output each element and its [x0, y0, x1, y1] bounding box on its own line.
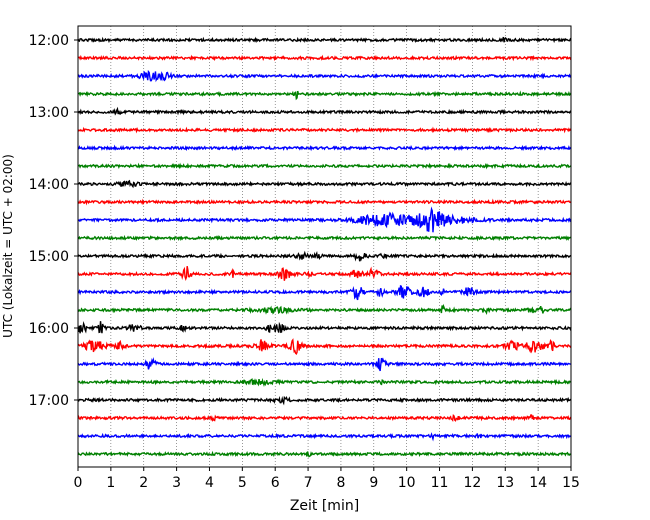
x-tick-label: 7 — [304, 475, 313, 491]
x-tick-label: 9 — [369, 475, 378, 491]
trace-row-16 — [77, 320, 572, 334]
trace-row-11 — [77, 234, 572, 242]
trace-row-9 — [77, 198, 572, 206]
x-tick-label: 1 — [106, 475, 115, 491]
x-tick-label: 12 — [463, 475, 481, 491]
trace-row-3 — [77, 90, 572, 101]
trace-row-12 — [77, 250, 572, 262]
tick-marks: 0 1 2 3 4 5 6 7 8 9 10 11 12 13 14 1512:0013:0014:0015:… — [29, 33, 580, 491]
y-tick-label: 16:00 — [29, 321, 69, 337]
trace-row-7 — [77, 162, 572, 170]
x-tick-label: 4 — [205, 475, 214, 491]
trace-row-22 — [77, 432, 572, 442]
x-tick-label: 11 — [431, 475, 449, 491]
trace-row-13 — [77, 265, 572, 281]
trace-series-group — [77, 36, 572, 458]
trace-row-2 — [77, 69, 572, 83]
x-tick-label: 3 — [172, 475, 181, 491]
trace-row-6 — [77, 144, 572, 152]
x-tick-label: 0 — [74, 475, 83, 491]
x-tick-label: 5 — [238, 475, 247, 491]
trace-row-0 — [77, 36, 572, 44]
y-tick-label: 12:00 — [29, 33, 69, 49]
trace-row-4 — [77, 106, 572, 116]
trace-row-5 — [77, 126, 572, 134]
trace-row-17 — [77, 338, 572, 355]
trace-row-21 — [77, 414, 572, 423]
x-tick-label: 15 — [562, 475, 580, 491]
trace-row-15 — [77, 303, 572, 316]
x-axis-label: Zeit [min] — [290, 498, 359, 514]
x-tick-label: 8 — [336, 475, 345, 491]
y-axis-label: UTC (Lokalzeit = UTC + 02:00) — [1, 154, 15, 338]
y-tick-label: 13:00 — [29, 105, 69, 121]
trace-row-18 — [77, 356, 572, 372]
y-tick-label: 14:00 — [29, 177, 69, 193]
y-tick-label: 15:00 — [29, 249, 69, 265]
y-tick-label: 17:00 — [29, 393, 69, 409]
x-tick-label: 2 — [139, 475, 148, 491]
trace-row-8 — [77, 179, 572, 189]
x-tick-label: 6 — [271, 475, 280, 491]
trace-row-10 — [77, 206, 572, 233]
trace-row-1 — [77, 54, 572, 62]
x-tick-label: 10 — [398, 475, 416, 491]
x-tick-label: 13 — [496, 475, 514, 491]
x-tick-label: 14 — [529, 475, 547, 491]
trace-row-14 — [77, 285, 572, 301]
trace-row-20 — [77, 395, 572, 406]
trace-row-19 — [77, 377, 572, 388]
plot-frame — [77, 25, 572, 468]
trace-row-23 — [77, 450, 572, 458]
